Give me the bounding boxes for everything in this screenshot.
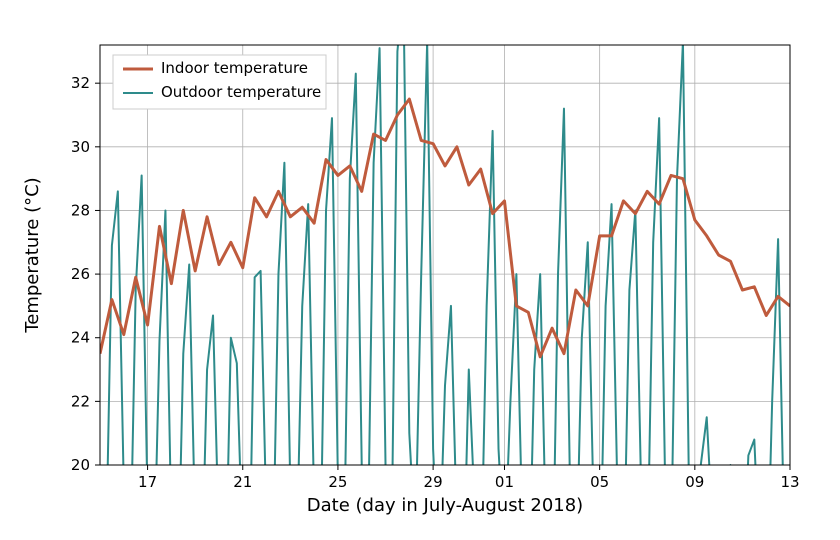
x-axis-label: Date (day in July-August 2018) xyxy=(307,495,583,516)
x-tick-label: 25 xyxy=(328,473,347,491)
y-tick-label: 24 xyxy=(71,329,90,347)
x-tick-label: 17 xyxy=(138,473,157,491)
temperature-chart: 17 21 25 29 01 05 09 13 Date (day in July-August… xyxy=(0,0,840,540)
x-tick-label: 09 xyxy=(685,473,704,491)
chart-svg: 17 21 25 29 01 05 09 13 Date (day in July-August… xyxy=(0,0,840,540)
x-tick-label: 13 xyxy=(780,473,799,491)
x-tick-label: 05 xyxy=(590,473,609,491)
legend: Indoor temperature Outdoor temperature xyxy=(113,55,326,109)
y-tick-label: 28 xyxy=(71,201,90,219)
y-tick-label: 30 xyxy=(71,138,90,156)
x-tick-label: 29 xyxy=(424,473,443,491)
y-tick-label: 22 xyxy=(71,392,90,410)
x-tick-label: 21 xyxy=(233,473,252,491)
legend-label-1: Outdoor temperature xyxy=(161,83,321,101)
legend-label-0: Indoor temperature xyxy=(161,59,308,77)
y-tick-label: 26 xyxy=(71,265,90,283)
y-tick-label: 32 xyxy=(71,74,90,92)
x-tick-label: 01 xyxy=(495,473,514,491)
y-tick-label: 20 xyxy=(71,456,90,474)
y-axis-label: Temperature (°C) xyxy=(22,177,43,333)
